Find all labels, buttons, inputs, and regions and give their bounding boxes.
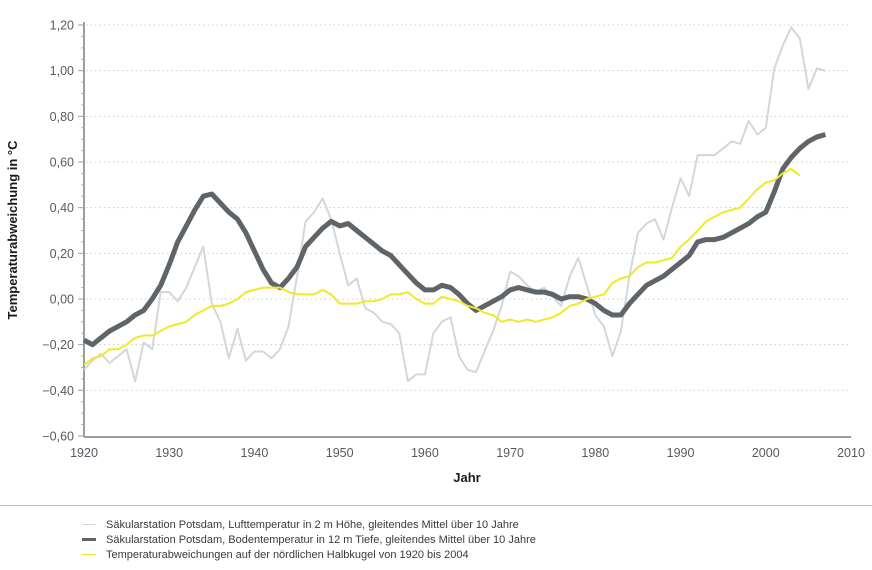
line-chart: 1,20 1,00 0,80 0,60 0,40 0,20 0,00 −0,20 −0,40 −0… xyxy=(5,19,865,486)
x-tick-label: 1960 xyxy=(411,446,439,460)
legend-label: Säkularstation Potsdam, Bodentemperatur … xyxy=(106,533,536,546)
y-tick-label: 0,80 xyxy=(50,110,74,124)
y-tick-label: 1,00 xyxy=(50,64,74,78)
y-axis-title: Temperaturabweichung in °C xyxy=(5,140,20,320)
series-lines xyxy=(82,26,827,383)
x-tick-label: 1920 xyxy=(70,446,98,460)
y-axis-ticks: 1,20 1,00 0,80 0,60 0,40 0,20 0,00 −0,20 −0,40 −0… xyxy=(42,19,84,444)
legend-swatch-dark-gray xyxy=(82,537,96,542)
series-line-northern-hemisphere xyxy=(83,167,801,366)
x-tick-label: 1930 xyxy=(155,446,183,460)
y-tick-label: 0,40 xyxy=(50,201,74,215)
x-axis-ticks: 1920 1930 1940 1950 1960 1970 1980 1990 2000 2010 xyxy=(70,446,865,460)
legend-separator xyxy=(0,505,872,506)
y-tick-label: 0,20 xyxy=(50,247,74,261)
y-tick-label: 0,00 xyxy=(50,293,74,307)
x-tick-label: 1980 xyxy=(581,446,609,460)
y-tick-label: 1,20 xyxy=(50,19,74,33)
series-line-air-temperature xyxy=(83,26,826,383)
legend-swatch-light-gray xyxy=(82,523,96,526)
y-tick-label: −0,40 xyxy=(42,384,74,398)
legend-item-soil-temperature: Säkularstation Potsdam, Bodentemperatur … xyxy=(82,532,536,547)
x-tick-label: 1950 xyxy=(326,446,354,460)
legend-item-northern-hemisphere: Temperaturabweichungen auf der nördliche… xyxy=(82,547,536,562)
x-tick-label: 2010 xyxy=(837,446,865,460)
gridlines xyxy=(86,24,851,391)
x-tick-label: 2000 xyxy=(752,446,780,460)
x-axis-title: Jahr xyxy=(453,470,480,485)
y-tick-label: 0,60 xyxy=(50,156,74,170)
x-tick-label: 1940 xyxy=(241,446,269,460)
legend-label: Temperaturabweichungen auf der nördliche… xyxy=(106,548,469,561)
legend: Säkularstation Potsdam, Lufttemperatur i… xyxy=(82,517,536,562)
y-tick-label: −0,20 xyxy=(42,338,74,352)
series-line-soil-temperature xyxy=(82,132,827,348)
legend-label: Säkularstation Potsdam, Lufttemperatur i… xyxy=(106,518,519,531)
legend-swatch-yellow xyxy=(82,553,96,556)
legend-item-air-temperature: Säkularstation Potsdam, Lufttemperatur i… xyxy=(82,517,536,532)
x-tick-label: 1970 xyxy=(496,446,524,460)
x-tick-label: 1990 xyxy=(667,446,695,460)
y-tick-label: −0,60 xyxy=(42,430,74,444)
